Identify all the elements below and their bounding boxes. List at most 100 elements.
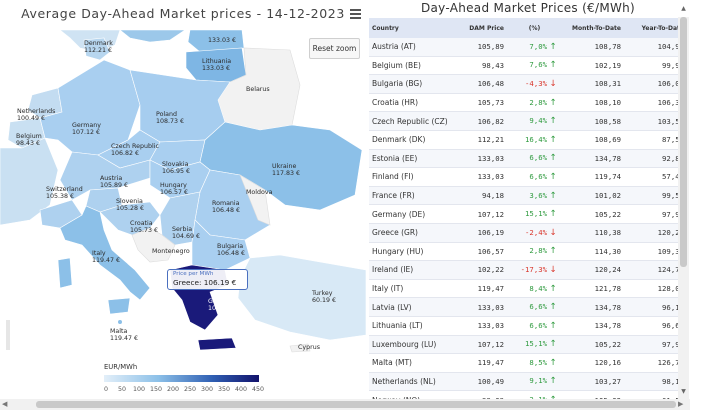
cell-year-to-date: 99,96 (624, 56, 687, 76)
cell-dam-price: 107,12 (459, 335, 507, 355)
table-row[interactable]: Latvia (LV) 133,03 6,6% ↑ 134,78 96,11 (369, 297, 687, 317)
table-row[interactable]: Belgium (BE) 98,43 7,6% ↑ 102,19 99,96 (369, 56, 687, 76)
pct-value: 16,4% (525, 134, 547, 144)
vertical-scroll-thumb[interactable] (680, 17, 687, 267)
cell-dam-price: 98,43 (459, 56, 507, 76)
country-name: Serbia (172, 226, 193, 233)
cell-pct: 2,1%↑ (507, 390, 562, 399)
table-row[interactable]: Malta (MT) 119,47 8,5% ↑ 120,16 126,77 (369, 353, 687, 373)
country-name: Belgium (16, 133, 42, 140)
column-header-pct[interactable]: (%) (507, 18, 562, 38)
column-header-dam-price[interactable]: DAM Price (459, 18, 507, 38)
scroll-down-arrow-icon[interactable]: ▼ (681, 388, 686, 395)
pct-value: -17,3% (520, 264, 547, 274)
europe-map[interactable] (0, 30, 366, 365)
cell-dam-price: 106,57 (459, 242, 507, 262)
map-label-cyprus: Cyprus (298, 344, 320, 351)
hamburger-icon[interactable] (350, 9, 361, 19)
map-label-turkey: Turkey 60.19 € (312, 290, 336, 305)
table-row[interactable]: Luxembourg (LU) 107,12 15,1% ↑ 105,22 97,96 (369, 335, 687, 355)
map-region-france (0, 137, 59, 226)
arrow-up-icon: ↑ (549, 153, 557, 164)
cell-pct: 16,4% ↑ (507, 130, 562, 150)
cell-month-to-date: 108,31 (562, 74, 624, 94)
scroll-up-arrow-icon[interactable]: ▲ (681, 5, 686, 12)
cell-dam-price: 105,73 (459, 93, 507, 113)
country-name: Bulgaria (217, 243, 244, 250)
table-row[interactable]: Croatia (HR) 105,73 2,8% ↑ 108,10 106,37 (369, 93, 687, 113)
country-price: 106.48 € (217, 250, 246, 258)
scroll-right-arrow-icon[interactable]: ▶ (678, 400, 684, 408)
cell-pct: 2,8% ↑ (507, 93, 562, 113)
cell-pct: 8,4% ↑ (507, 279, 562, 299)
pct-value: 8,4% (529, 283, 547, 293)
cell-pct: 6,6% ↑ (507, 297, 562, 317)
country-name: Greece (208, 298, 231, 305)
arrow-up-icon: ↑ (549, 97, 557, 108)
cell-country: Croatia (HR) (369, 93, 459, 113)
cell-year-to-date: 103,56 (624, 111, 687, 131)
map-label-belarus: Belarus (246, 86, 270, 93)
table-row[interactable]: Italy (IT) 119,47 8,4% ↑ 121,78 128,01 (369, 279, 687, 299)
table-row[interactable]: Czech Republic (CZ) 106,82 9,4% ↑ 108,58 103,… (369, 111, 687, 131)
table-row[interactable]: Bulgaria (BG) 106,48 -4,3% ↓ 108,31 106,01 (369, 74, 687, 94)
arrow-up-icon: ↑ (549, 339, 557, 350)
map-region-crete (197, 337, 237, 351)
country-name: Austria (100, 175, 123, 182)
map-label-italy: Italy 119.47 € (92, 250, 120, 265)
map-region-denmark (83, 37, 111, 61)
map-label-austria: Austria 105.89 € (100, 175, 128, 190)
cell-pct: 15,1% ↑ (507, 335, 562, 355)
cell-dam-price: 106,19 (459, 223, 507, 243)
cell-country: Finland (FI) (369, 167, 459, 187)
cell-country: Norway (NO) (369, 390, 459, 399)
table-row[interactable]: Finland (FI) 133,03 6,6% ↑ 119,74 57,43 (369, 167, 687, 187)
legend-tick: 150 (149, 386, 163, 393)
table-row[interactable]: Denmark (DK) 112,21 16,4% ↑ 108,69 87,51 (369, 130, 687, 150)
pct-value: 3,6% (529, 190, 547, 200)
country-price: 104.69 € (172, 233, 201, 241)
country-name: Belarus (246, 86, 270, 93)
country-name: Denmark (84, 40, 113, 47)
table-row[interactable]: Hungary (HU) 106,57 2,8% ↑ 114,30 109,36 (369, 242, 687, 262)
pct-value: 6,6% (529, 171, 547, 181)
table-row[interactable]: Netherlands (NL) 100,49 9,1% ↑ 103,27 98,14 (369, 372, 687, 392)
table-row[interactable]: Lithuania (LT) 133,03 6,6% ↑ 134,78 96,68 (369, 316, 687, 336)
horizontal-scroll-thumb[interactable] (36, 401, 676, 408)
table-row[interactable]: Ireland (IE) 102,22 -17,3% ↓ 120,24 124,78 (369, 260, 687, 280)
country-name: Montenegro (152, 248, 190, 255)
pct-value: 9,4% (529, 116, 547, 126)
prices-table: Country DAM Price (%) Month-To-Date Year… (369, 18, 687, 399)
table-row[interactable]: Norway (NO)98,092,1%↑105,0261,54 (369, 390, 687, 399)
cell-dam-price: 119,47 (459, 353, 507, 373)
cell-year-to-date: 104,99 (624, 38, 687, 57)
table-row[interactable]: Germany (DE) 107,12 15,1% ↑ 105,22 97,96 (369, 204, 687, 224)
map-label-poland: Poland 108.73 € (156, 111, 184, 126)
reset-zoom-button[interactable]: Reset zoom (309, 38, 360, 59)
arrow-up-icon: ↑ (549, 134, 557, 145)
country-name: Poland (156, 111, 178, 118)
map-label-netherlands: Netherlands 100.49 € (17, 108, 55, 123)
map-region-turkey (237, 254, 366, 341)
table-row[interactable]: France (FR) 94,18 3,6% ↑ 101,02 99,56 (369, 186, 687, 206)
table-row[interactable]: Greece (GR) 106,19 -2,4% ↓ 110,38 120,26 (369, 223, 687, 243)
map-label-croatia: Croatia 105.73 € (130, 220, 158, 235)
arrow-up-icon: ↑ (549, 41, 557, 52)
table-row[interactable]: Austria (AT) 105,89 7,0% ↑ 108,78 104,99 (369, 38, 687, 57)
horizontal-scrollbar[interactable]: ◀ ▶ (0, 399, 690, 410)
cell-year-to-date: 120,26 (624, 223, 687, 243)
cell-month-to-date: 101,02 (562, 186, 624, 206)
legend-tick: 450 (251, 386, 265, 393)
column-header-country[interactable]: Country (369, 18, 459, 38)
table-row[interactable]: Estonia (EE) 133,03 6,6% ↑ 134,78 92,85 (369, 149, 687, 169)
cell-month-to-date: 105,22 (562, 335, 624, 355)
cell-pct: 8,5% ↑ (507, 353, 562, 373)
scroll-left-arrow-icon[interactable]: ◀ (2, 400, 8, 408)
vertical-scrollbar[interactable]: ▲ ▼ (678, 5, 689, 400)
column-header-month-to-date[interactable]: Month-To-Date (562, 18, 624, 38)
cell-country: Czech Republic (CZ) (369, 111, 459, 131)
cell-dam-price: 105,89 (459, 38, 507, 57)
pct-value: 6,6% (529, 320, 547, 330)
cell-pct: 6,6% ↑ (507, 316, 562, 336)
column-header-year-to-date[interactable]: Year-To-Date (624, 18, 687, 38)
